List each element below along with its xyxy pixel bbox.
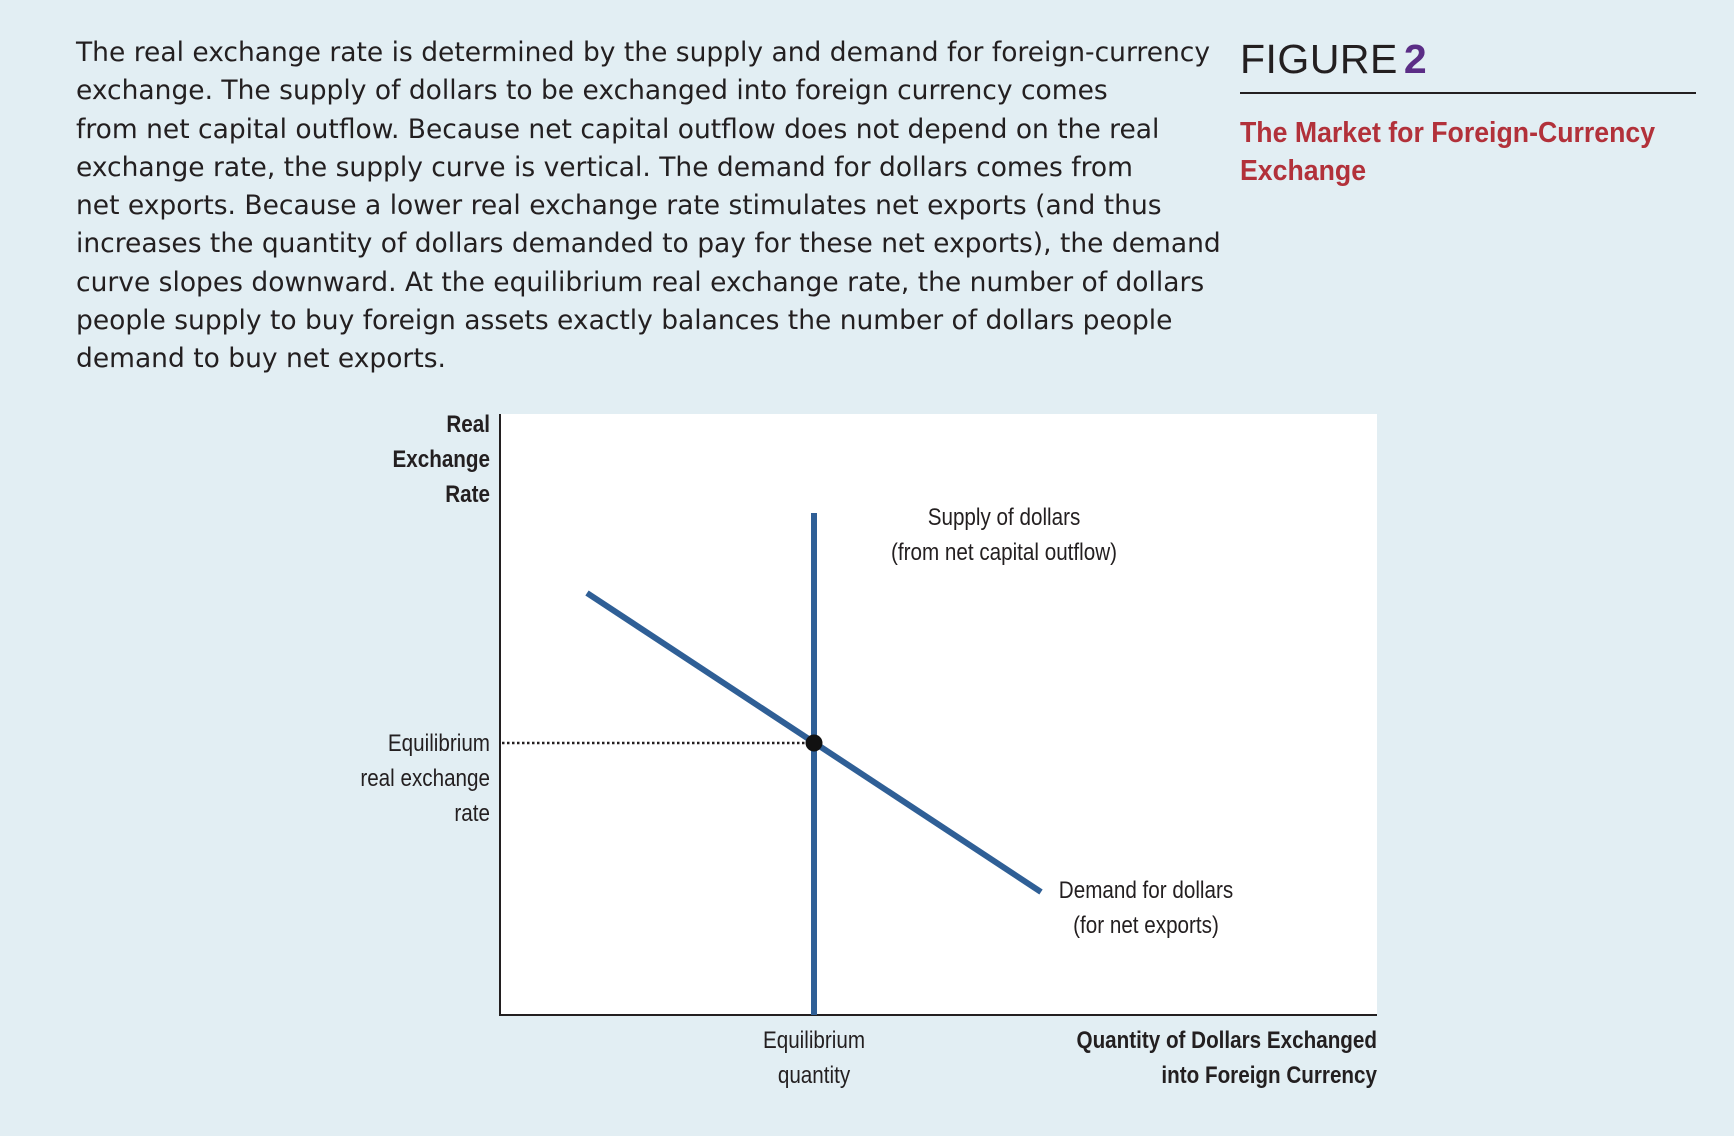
figure-caption: The real exchange rate is determined by … [76,34,1221,379]
equilibrium-rate-label: Equilibrium real exchange rate [318,726,490,831]
caption-line: demand to buy net exports. [76,343,446,375]
supply-label-line: (from net capital outflow) [891,539,1117,566]
figure-number: 2 [1403,36,1428,82]
y-axis-label-line: Rate [445,481,490,508]
figure-label: FIGURE 2 [1240,36,1427,83]
x-axis-label: Quantity of Dollars Exchanged into Forei… [1033,1023,1377,1093]
supply-label-line: Supply of dollars [927,504,1081,531]
figure-title-line: Exchange [1240,155,1367,187]
eq-quantity-label-line: quantity [777,1062,851,1089]
demand-label-line: Demand for dollars [1058,877,1234,904]
supply-curve-label: Supply of dollars (from net capital outf… [875,500,1133,570]
plot-area [500,414,1377,1015]
figure-divider [1240,92,1696,94]
y-axis-label-line: Real [446,411,490,438]
x-axis-label-line: into Foreign Currency [1161,1062,1377,1089]
equilibrium-point [805,734,823,752]
caption-line: net exports. Because a lower real exchan… [76,190,1162,222]
x-axis-label-line: Quantity of Dollars Exchanged [1076,1027,1377,1054]
eq-rate-label-line: real exchange [360,765,490,792]
caption-line: people supply to buy foreign assets exac… [76,305,1173,337]
y-axis-label-line: Exchange [392,446,490,473]
figure-title: The Market for Foreign-Currency Exchange [1240,114,1672,190]
y-axis-label: Real Exchange Rate [318,407,490,512]
caption-line: exchange. The supply of dollars to be ex… [76,75,1108,107]
caption-line: increases the quantity of dollars demand… [76,228,1221,260]
caption-line: exchange rate, the supply curve is verti… [76,151,1133,183]
eq-rate-label-line: Equilibrium [387,730,490,757]
caption-line: The real exchange rate is determined by … [76,37,1211,68]
eq-rate-label-line: rate [454,800,490,827]
eq-quantity-label-line: Equilibrium [762,1027,866,1054]
figure-label-text: FIGURE [1240,36,1398,82]
demand-curve-label: Demand for dollars (for net exports) [1043,873,1249,943]
demand-label-line: (for net exports) [1073,912,1219,939]
caption-line: from net capital outflow. Because net ca… [76,113,1160,145]
equilibrium-quantity-label: Equilibrium quantity [728,1023,900,1093]
figure-title-line: The Market for Foreign-Currency [1240,117,1656,149]
caption-line: curve slopes downward. At the equilibriu… [76,266,1205,298]
